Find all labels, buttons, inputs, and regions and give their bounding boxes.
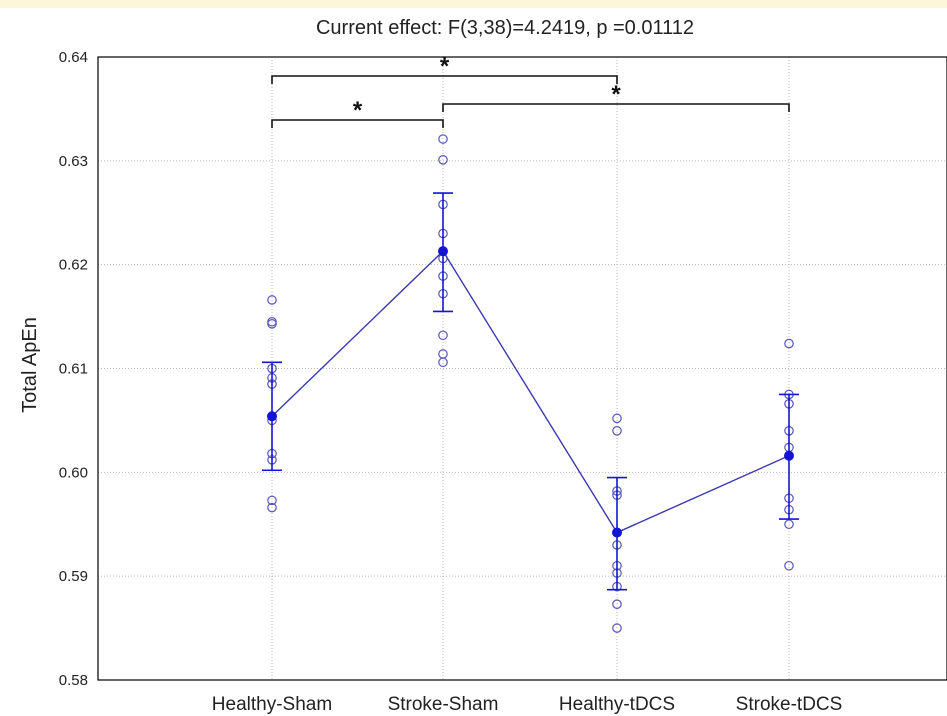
significance-bracket: [271, 75, 618, 84]
x-tick-label: Stroke-tDCS: [736, 694, 843, 715]
data-point: [438, 134, 448, 144]
y-tick-labels: 0.58 0.59 0.60 0.61 0.62 0.63 0.64: [59, 49, 88, 689]
chart-title: Current effect: F(3,38)=4.2419, p =0.011…: [316, 17, 694, 39]
y-tick-label: 0.63: [59, 153, 88, 170]
significance-star: *: [440, 53, 450, 80]
data-point: [612, 599, 622, 610]
significance-star: *: [353, 97, 363, 124]
data-point: [267, 319, 277, 329]
mean-marker: [784, 450, 794, 461]
data-point: [784, 560, 794, 571]
data-point: [438, 330, 448, 341]
significance-star: *: [611, 81, 621, 108]
data-point: [267, 495, 277, 506]
data-point: [612, 413, 622, 424]
x-tick-labels: Healthy-Sham Stroke-Sham Healthy-tDCS Strok…: [212, 694, 843, 715]
grid-layer: [98, 57, 947, 680]
data-point: [784, 519, 794, 530]
y-tick-label: 0.61: [59, 361, 88, 378]
data-point: [267, 295, 277, 305]
y-tick-label: 0.64: [59, 49, 88, 66]
mean-marker: [438, 246, 448, 257]
plot-frame: [97, 56, 947, 681]
y-tick-label: 0.58: [59, 672, 88, 689]
data-point: [438, 154, 448, 165]
x-tick-label: Stroke-Sham: [388, 694, 499, 715]
x-tick-label: Healthy-Sham: [212, 694, 332, 715]
y-axis-label: Total ApEn: [19, 317, 41, 413]
mean-series: [262, 192, 799, 591]
significance-bracket: [442, 103, 790, 112]
individual-points: [267, 134, 794, 633]
x-tick-label: Healthy-tDCS: [559, 694, 675, 715]
data-point: [612, 425, 622, 436]
significance-bracket: [271, 119, 444, 128]
y-tick-label: 0.60: [59, 464, 88, 481]
mean-line: [271, 250, 790, 534]
data-point: [612, 623, 622, 633]
data-point: [784, 338, 794, 349]
data-point: [267, 502, 277, 513]
mean-marker: [267, 411, 277, 422]
y-tick-label: 0.62: [59, 257, 88, 274]
top-strip: [0, 0, 947, 8]
y-tick-label: 0.59: [59, 568, 88, 585]
data-point: [438, 357, 448, 368]
significance-brackets: * * *: [271, 53, 790, 128]
mean-marker: [612, 527, 622, 538]
